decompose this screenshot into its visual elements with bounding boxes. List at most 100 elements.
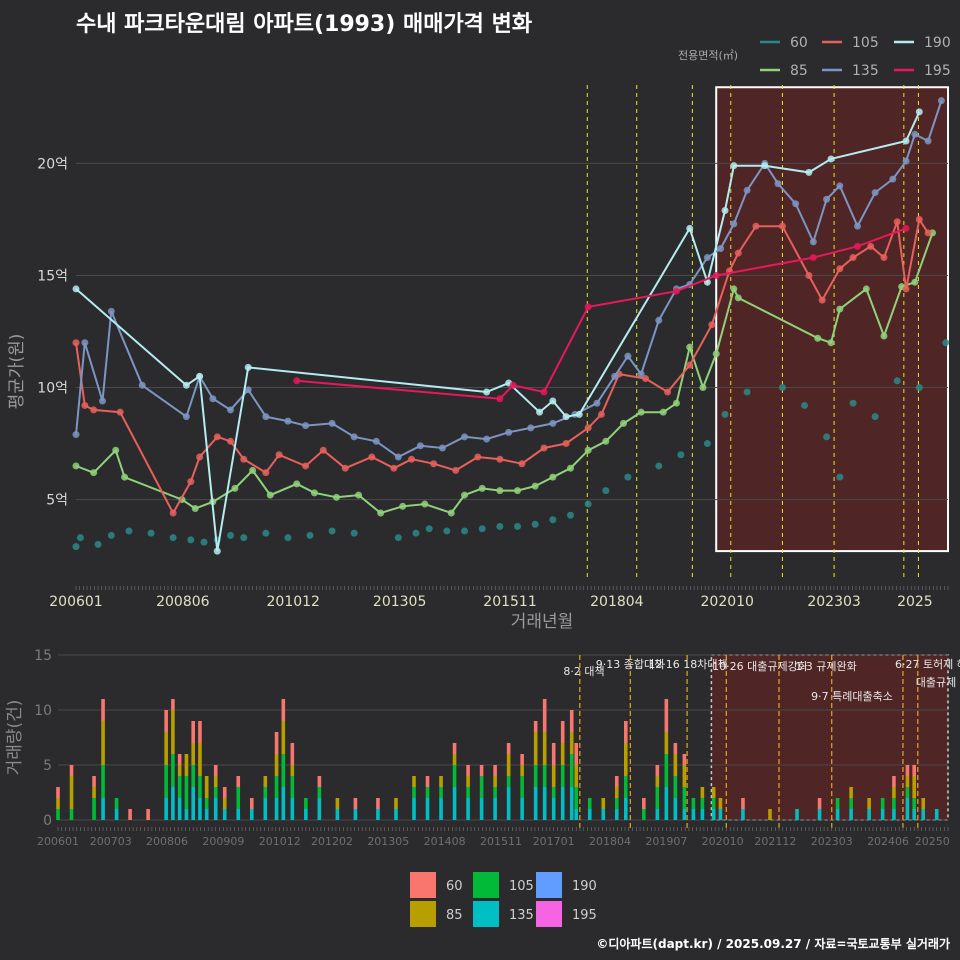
volume-bar-60	[69, 765, 74, 776]
volume-bar-105	[892, 798, 896, 809]
volume-bar-135	[281, 787, 286, 820]
x-tick-label: 200806	[156, 594, 210, 610]
data-point	[686, 224, 694, 232]
data-point	[624, 473, 632, 481]
data-point	[686, 361, 694, 369]
volume-bar-60	[569, 710, 574, 732]
data-point	[262, 413, 270, 421]
volume-bar-85	[171, 710, 175, 754]
chart-title: 수내 파크타운대림 아파트(1993) 매매가격 변화	[76, 12, 533, 37]
bar-x-tick-label: 20250	[915, 835, 950, 848]
data-point	[584, 446, 592, 454]
volume-bar-85	[655, 776, 660, 787]
data-point	[778, 222, 786, 230]
volume-bar-135	[921, 809, 926, 820]
data-point	[478, 525, 486, 533]
data-point	[849, 399, 857, 407]
volume-bar-60	[452, 743, 457, 754]
data-point	[240, 534, 248, 542]
data-point	[549, 397, 557, 405]
y-tick-label: 15억	[37, 268, 68, 284]
bar-x-tick-label: 202010	[702, 835, 744, 848]
data-point	[827, 339, 835, 347]
bar-x-tick-label: 201012	[259, 835, 301, 848]
data-point	[452, 466, 460, 474]
data-point	[915, 384, 923, 392]
series-60	[72, 339, 950, 551]
volume-bar-60	[146, 809, 150, 820]
data-point	[72, 339, 80, 347]
bar-legend-label-190: 190	[572, 879, 597, 894]
bar-legend-label-60: 60	[446, 879, 463, 894]
data-point	[461, 527, 469, 535]
highlight-region	[715, 86, 949, 553]
volume-bar-60	[493, 765, 497, 776]
bar-legend-label-105: 105	[509, 879, 534, 894]
volume-bar-135	[394, 809, 398, 820]
volume-bar-135	[700, 809, 705, 820]
volume-bar-60	[376, 798, 380, 809]
data-point	[902, 137, 910, 145]
volume-bar-105	[664, 754, 669, 787]
volume-bar-85	[768, 809, 772, 820]
data-point	[196, 453, 204, 461]
data-point	[531, 520, 539, 528]
data-point	[293, 480, 301, 488]
data-point	[597, 410, 605, 418]
data-point	[461, 491, 469, 499]
volume-bar-135	[101, 798, 105, 820]
volume-bar-60	[574, 743, 579, 765]
volume-bar-135	[741, 809, 745, 820]
data-point	[191, 505, 199, 513]
bar-x-tick-label: 200909	[202, 835, 244, 848]
volume-bar-85	[569, 732, 574, 754]
volume-bar-60	[506, 743, 511, 754]
volume-bar-135	[114, 809, 119, 820]
data-point	[672, 287, 680, 295]
data-point	[761, 162, 769, 170]
volume-bar-85	[191, 743, 195, 765]
legend-label-85: 85	[790, 63, 808, 79]
series-190	[72, 108, 923, 555]
data-point	[686, 343, 694, 351]
data-point	[98, 397, 106, 405]
volume-bar-105	[905, 787, 910, 798]
data-point	[81, 339, 89, 347]
volume-bar-135	[222, 809, 227, 820]
volume-bar-105	[587, 798, 592, 809]
volume-bar-135	[551, 798, 556, 820]
data-point	[293, 377, 301, 385]
data-point	[792, 200, 800, 208]
volume-bar-85	[560, 743, 565, 765]
data-point	[107, 531, 115, 539]
volume-bar-85	[551, 765, 556, 787]
data-point	[90, 406, 98, 414]
volume-bar-135	[171, 787, 175, 820]
x-axis-label: 거래년월	[511, 612, 574, 632]
volume-bar-135	[376, 809, 380, 820]
data-point	[575, 410, 583, 418]
data-point	[284, 534, 292, 542]
data-point	[703, 440, 711, 448]
data-point	[249, 466, 257, 474]
data-point	[911, 278, 919, 286]
volume-bar-85	[718, 798, 723, 809]
bar-x-tick-label: 201305	[367, 835, 409, 848]
volume-bar-135	[236, 809, 241, 820]
data-point	[368, 453, 376, 461]
data-point	[849, 254, 857, 262]
data-point	[514, 487, 522, 495]
volume-bar-135	[353, 809, 358, 820]
volume-bar-105	[493, 787, 497, 798]
data-point	[496, 487, 504, 495]
volume-bar-135	[934, 809, 939, 820]
volume-bar-85	[274, 754, 279, 776]
series-line-105	[75, 216, 929, 516]
data-point	[416, 442, 424, 450]
volume-bar-105	[198, 776, 202, 798]
bar-x-tick-label: 201408	[424, 835, 466, 848]
volume-bar-85	[905, 776, 910, 787]
volume-bar-105	[177, 776, 182, 798]
data-point	[112, 446, 120, 454]
data-point	[81, 401, 89, 409]
